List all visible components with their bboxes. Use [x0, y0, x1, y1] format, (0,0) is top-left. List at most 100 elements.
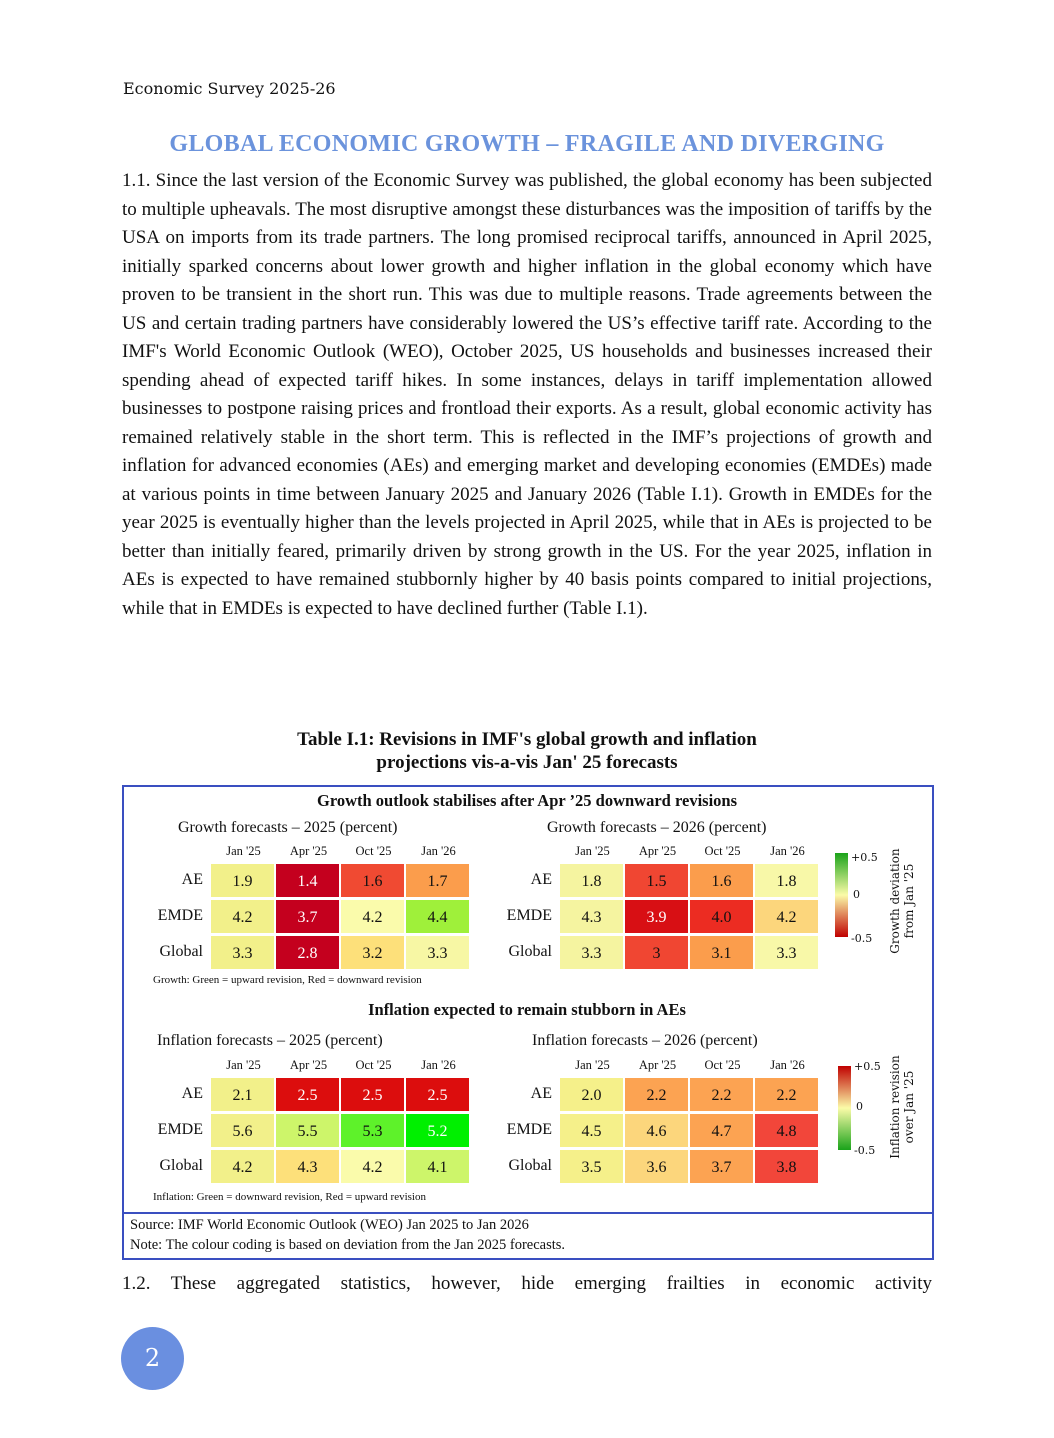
growth-subtitle: Growth outlook stabilises after Apr ’25 … [316, 791, 738, 810]
row-label: AE [530, 871, 552, 888]
heatmap-cell: 5.6 [211, 1114, 274, 1147]
row-label: EMDE [506, 1121, 552, 1138]
heatmap-cell: 1.9 [211, 864, 274, 897]
heatmap-cell: 4.6 [625, 1114, 688, 1147]
heatmap-title: Growth forecasts – 2025 (percent) [178, 819, 398, 836]
heatmap-cell: 4.0 [690, 900, 753, 933]
row-label: AE [181, 1085, 203, 1102]
inflation-subtitle: Inflation expected to remain stubborn in… [368, 1000, 686, 1019]
heatmap-cell: 3.3 [755, 936, 818, 969]
row-label: AE [181, 871, 203, 888]
heatmap-cell: 4.2 [341, 900, 404, 933]
table-frame [122, 785, 934, 1260]
heatmap-cell: 4.2 [211, 1150, 274, 1183]
heatmap-cell: 4.5 [560, 1114, 623, 1147]
heatmap-cell: 4.3 [276, 1150, 339, 1183]
inflation-colorbar-title: Inflation revision over Jan '25 [888, 1052, 916, 1162]
heatmap-cell: 5.5 [276, 1114, 339, 1147]
colorbar-title-line: Growth deviation [888, 848, 902, 954]
growth-colorbar-min: -0.5 [851, 932, 873, 945]
heatmap-cell: 5.2 [406, 1114, 469, 1147]
growth-colorbar-title: Growth deviation from Jan '25 [888, 846, 916, 956]
column-header: Jan '25 [226, 1058, 261, 1072]
row-label: AE [530, 1085, 552, 1102]
heatmap-cell: 2.5 [406, 1078, 469, 1111]
column-header: Oct '25 [355, 1058, 392, 1072]
heatmap-cell: 4.1 [406, 1150, 469, 1183]
heatmap-cell: 4.2 [755, 900, 818, 933]
heatmap-cell: 2.5 [276, 1078, 339, 1111]
column-header: Jan '26 [421, 1058, 456, 1072]
row-label: Global [508, 943, 552, 960]
heatmap-cell: 4.4 [406, 900, 469, 933]
row-label: Global [159, 1157, 203, 1174]
heatmap-cell: 4.2 [211, 900, 274, 933]
heatmap-cell: 2.2 [755, 1078, 818, 1111]
column-header: Oct '25 [704, 844, 741, 858]
heatmap-cell: 3.7 [690, 1150, 753, 1183]
section-heading: GLOBAL ECONOMIC GROWTH – FRAGILE AND DIV… [169, 131, 885, 157]
heatmap-cell: 3.1 [690, 936, 753, 969]
paragraph-1-2: 1.2. These aggregated statistics, howeve… [122, 1273, 932, 1294]
running-header: Economic Survey 2025-26 [123, 79, 336, 98]
heatmap-cell: 1.5 [625, 864, 688, 897]
heatmap-cell: 1.6 [690, 864, 753, 897]
heatmap-cell: 4.2 [341, 1150, 404, 1183]
heatmap-cell: 3.3 [560, 936, 623, 969]
heatmap-cell: 2.1 [211, 1078, 274, 1111]
heatmap-cell: 4.3 [560, 900, 623, 933]
paragraph-1-1: 1.1. Since the last version of the Econo… [122, 170, 932, 619]
column-header: Apr '25 [638, 844, 677, 858]
colorbar-title-line: from Jan '25 [902, 863, 916, 939]
row-label: Global [159, 943, 203, 960]
column-header: Apr '25 [638, 1058, 677, 1072]
heatmap-cell: 3.6 [625, 1150, 688, 1183]
heatmap-cell: 3.2 [341, 936, 404, 969]
table-title: Table I.1: Revisions in IMF's global gro… [122, 728, 932, 774]
colorbar-title-line: Inflation revision [888, 1055, 902, 1159]
heatmap-title: Inflation forecasts – 2026 (percent) [532, 1032, 758, 1049]
growth-colorbar-mid: 0 [853, 888, 860, 901]
source-text: Source: IMF World Economic Outlook (WEO)… [130, 1217, 529, 1233]
heatmap-cell: 3.9 [625, 900, 688, 933]
heatmap-cell: 3.8 [755, 1150, 818, 1183]
heatmap-cell: 2.8 [276, 936, 339, 969]
growth-colorbar-max: +0.5 [851, 851, 878, 864]
heatmap-cell: 3.7 [276, 900, 339, 933]
row-label: Global [508, 1157, 552, 1174]
heatmap-cell: 4.8 [755, 1114, 818, 1147]
column-header: Jan '25 [226, 844, 261, 858]
column-header: Jan '25 [575, 1058, 610, 1072]
table-title-line-2: projections vis-a-vis Jan' 25 forecasts [376, 752, 678, 773]
heatmap-cell: 3.5 [560, 1150, 623, 1183]
inflation-colorbar [838, 1066, 851, 1150]
heatmap-cell: 2.2 [625, 1078, 688, 1111]
heatmap-cell: 3.3 [211, 936, 274, 969]
inflation-colorbar-max: +0.5 [854, 1060, 881, 1073]
heatmap-cell: 2.2 [690, 1078, 753, 1111]
column-header: Jan '26 [421, 844, 456, 858]
column-header: Oct '25 [355, 844, 392, 858]
column-header: Apr '25 [289, 844, 328, 858]
growth-note: Growth: Green = upward revision, Red = d… [153, 974, 422, 986]
heatmap-cell: 4.7 [690, 1114, 753, 1147]
heatmap-cell: 1.8 [560, 864, 623, 897]
growth-colorbar [835, 853, 848, 937]
heatmap-cell: 3 [625, 936, 688, 969]
inflation-colorbar-min: -0.5 [854, 1144, 876, 1157]
heatmap-title: Growth forecasts – 2026 (percent) [547, 819, 767, 836]
colorbar-title-line: over Jan '25 [902, 1070, 916, 1144]
heatmap-cell: 1.4 [276, 864, 339, 897]
column-header: Oct '25 [704, 1058, 741, 1072]
heatmap-cell: 1.6 [341, 864, 404, 897]
heatmap-title: Inflation forecasts – 2025 (percent) [157, 1032, 383, 1049]
column-header: Jan '25 [575, 844, 610, 858]
inflation-note: Inflation: Green = downward revision, Re… [153, 1191, 426, 1203]
row-label: EMDE [506, 907, 552, 924]
heatmap-cell: 3.3 [406, 936, 469, 969]
heatmap-cell: 1.8 [755, 864, 818, 897]
column-header: Apr '25 [289, 1058, 328, 1072]
inflation-colorbar-mid: 0 [856, 1100, 863, 1113]
row-label: EMDE [157, 1121, 203, 1138]
